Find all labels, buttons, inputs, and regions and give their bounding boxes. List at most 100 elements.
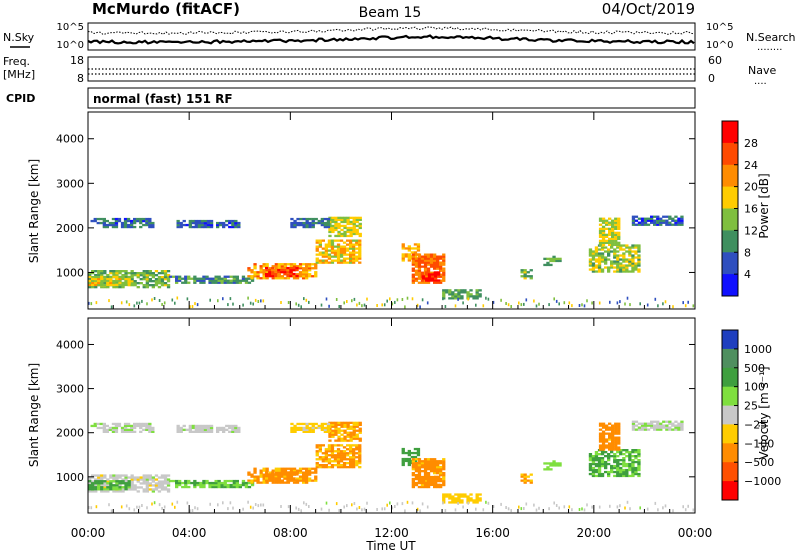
heatmap-cell (614, 217, 618, 220)
heatmap-cell (349, 466, 353, 469)
heatmap-cell (346, 249, 350, 252)
heatmap-cell (616, 505, 619, 509)
heatmap-cell (265, 481, 269, 484)
heatmap-cell (429, 460, 434, 463)
heatmap-cell (308, 267, 312, 270)
heatmap-cell (619, 246, 623, 249)
heatmap-cell (330, 464, 335, 467)
heatmap-cell (411, 273, 415, 276)
heatmap-cell (349, 446, 353, 449)
heatmap-cell (591, 266, 596, 269)
heatmap-cell (311, 471, 315, 474)
heatmap-cell (308, 479, 312, 482)
heatmap-cell (91, 480, 95, 483)
heatmap-cell (617, 221, 621, 224)
heatmap-cell (404, 451, 408, 455)
heatmap-cell (413, 251, 418, 254)
heatmap-cell (148, 217, 152, 221)
heatmap-cell (588, 457, 593, 460)
heatmap-cell (199, 483, 203, 487)
heatmap-cell (427, 273, 432, 276)
heatmap-cell (191, 219, 195, 223)
heatmap-cell (186, 297, 189, 301)
heatmap-cell (197, 424, 202, 428)
heatmap-cell (416, 507, 419, 511)
heatmap-cell (439, 275, 443, 278)
heatmap-cell (234, 428, 238, 431)
heatmap-cell (323, 430, 327, 433)
heatmap-cell (339, 456, 344, 459)
heatmap-cell (420, 265, 425, 268)
heatmap-cell (90, 302, 93, 306)
heatmap-cell (343, 421, 347, 424)
heatmap-cell (600, 451, 605, 454)
heatmap-cell (340, 228, 344, 232)
heatmap-cell (637, 260, 641, 263)
heatmap-cell (625, 266, 629, 269)
heatmap-cell (330, 456, 335, 459)
heatmap-cell (352, 253, 356, 256)
heatmap-cell (665, 221, 669, 224)
heatmap-cell (605, 440, 609, 443)
heatmap-cell (324, 243, 328, 246)
heatmap-cell (656, 424, 660, 427)
heatmap-cell (219, 426, 223, 430)
heatmap-cell (318, 444, 322, 447)
heatmap-cell (105, 430, 109, 433)
heatmap-cell (299, 223, 303, 227)
heatmap-cell (280, 471, 284, 474)
heatmap-cell (324, 452, 328, 455)
heatmap-cell (336, 450, 341, 453)
heatmap-cell (106, 478, 110, 481)
colorbar-tick-label: 4 (744, 268, 751, 281)
heatmap-cell (145, 428, 149, 431)
heatmap-cell (145, 422, 149, 426)
heatmap-cell (346, 243, 350, 246)
heatmap-cell (671, 219, 675, 222)
heatmap-cell (142, 270, 146, 273)
heatmap-cell (130, 272, 134, 275)
heatmap-cell (314, 263, 318, 266)
heatmap-cell (327, 450, 332, 453)
heatmap-cell (127, 272, 131, 275)
heatmap-cell (181, 485, 185, 489)
heatmap-cell (300, 305, 302, 309)
nave-tick-top: 60 (708, 54, 722, 67)
heatmap-cell (120, 225, 125, 229)
heatmap-cell (608, 438, 612, 441)
heatmap-cell (429, 462, 434, 465)
heatmap-cell (148, 280, 152, 283)
heatmap-cell (628, 250, 632, 253)
heatmap-cell (148, 424, 152, 428)
heatmap-cell (298, 477, 303, 480)
heatmap-cell (118, 272, 122, 275)
heatmap-cell (176, 426, 180, 430)
heatmap-cell (597, 258, 602, 261)
heatmap-cell (305, 428, 309, 431)
heatmap-cell (622, 244, 626, 247)
heatmap-cell (460, 501, 464, 504)
heatmap-cell (103, 480, 107, 483)
heatmap-cell (342, 247, 347, 250)
heatmap-cell (109, 486, 113, 489)
heatmap-cell (628, 459, 632, 462)
heatmap-cell (326, 424, 331, 428)
heatmap-cell (154, 474, 159, 477)
heatmap-cell (466, 499, 470, 502)
heatmap-cell (553, 297, 555, 301)
heatmap-cell (339, 454, 344, 457)
heatmap-cell (659, 426, 663, 429)
heatmap-cell (355, 433, 359, 436)
heatmap-cell (607, 457, 611, 460)
heatmap-cell (88, 486, 92, 489)
heatmap-cell (601, 440, 606, 443)
heatmap-cell (616, 474, 620, 478)
heatmap-cell (594, 248, 599, 251)
heatmap-cell (157, 286, 162, 289)
heatmap-cell (290, 225, 294, 229)
heatmap-cell (601, 444, 606, 447)
heatmap-cell (327, 444, 332, 447)
heatmap-cell (286, 477, 291, 480)
heatmap-cell (333, 253, 338, 256)
heatmap-cell (411, 485, 415, 489)
